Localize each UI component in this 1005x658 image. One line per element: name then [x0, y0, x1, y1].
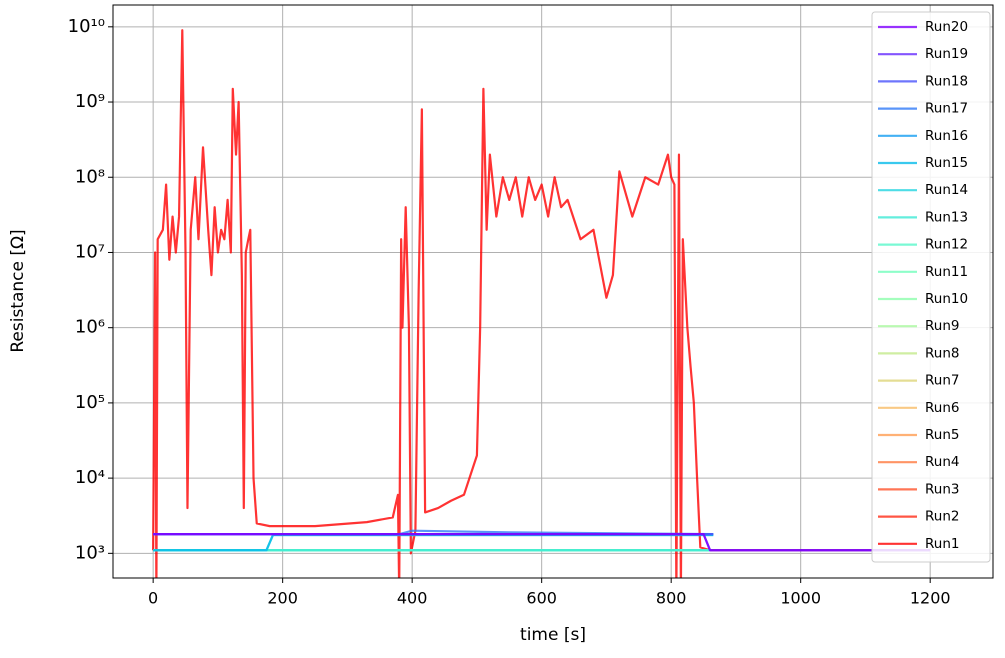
x-tick-label: 800: [656, 589, 687, 608]
plot-area: [152, 29, 931, 578]
data-line: [152, 29, 931, 578]
x-tick-label: 200: [267, 589, 298, 608]
data-line: [153, 533, 714, 552]
plot-frame: [112, 4, 994, 579]
x-tick-label: 1200: [910, 589, 951, 608]
y-tick-label: 10⁶: [75, 317, 105, 338]
x-tick-label: 400: [397, 589, 428, 608]
y-tick-label: 10⁵: [75, 392, 105, 413]
legend-label: Run10: [925, 291, 968, 307]
y-tick-label: 10⁷: [75, 241, 105, 262]
legend-label: Run18: [925, 73, 968, 89]
legend-label: Run11: [925, 264, 968, 280]
legend-label: Run8: [925, 345, 959, 361]
legend-box: [871, 11, 991, 563]
legend-label: Run3: [925, 481, 959, 497]
y-tick-label: 10⁴: [75, 467, 105, 488]
legend-label: Run20: [925, 19, 968, 35]
legend-label: Run4: [925, 454, 959, 470]
x-tick-label: 0: [148, 589, 158, 608]
legend-label: Run17: [925, 101, 968, 117]
legend-label: Run5: [925, 427, 959, 443]
y-axis-label: Resistance [Ω]: [8, 229, 28, 352]
x-tick-label: 1000: [780, 589, 821, 608]
legend-label: Run13: [925, 209, 968, 225]
legend-label: Run15: [925, 155, 968, 171]
legend-label: Run9: [925, 318, 959, 334]
data-line: [153, 533, 714, 552]
legend-label: Run2: [925, 509, 959, 525]
legend-label: Run14: [925, 182, 968, 198]
legend-label: Run1: [925, 536, 959, 552]
legend-label: Run19: [925, 46, 968, 62]
y-tick-label: 10⁹: [75, 91, 105, 112]
legend-label: Run12: [925, 237, 968, 253]
y-tick-label: 10¹⁰: [68, 16, 105, 37]
legend-label: Run16: [925, 128, 968, 144]
data-line: [153, 533, 931, 552]
y-tick-label: 10³: [75, 542, 105, 563]
y-tick-label: 10⁸: [75, 166, 105, 187]
legend-label: Run7: [925, 373, 959, 389]
x-tick-label: 600: [526, 589, 557, 608]
legend-label: Run6: [925, 400, 959, 416]
x-axis-label: time [s]: [520, 625, 586, 645]
